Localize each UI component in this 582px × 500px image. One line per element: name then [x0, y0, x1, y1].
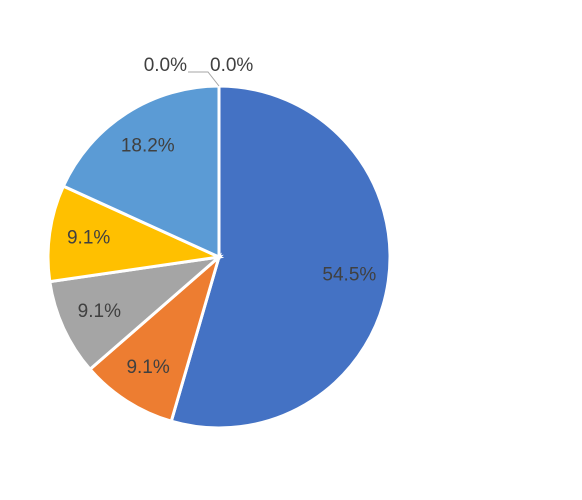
pie-slice: [169, 84, 392, 430]
pie-slice: [48, 254, 224, 372]
pie-slice: [61, 84, 221, 260]
pie-data-label: 18.2%: [121, 135, 175, 156]
pie-data-label: 54.5%: [322, 265, 376, 286]
pie-slice: [87, 252, 222, 424]
pie-data-label: 9.1%: [67, 227, 110, 248]
pie-leader-line: [188, 71, 220, 87]
pie-data-label: 0.0%: [144, 55, 187, 76]
pie-data-label: 9.1%: [78, 301, 121, 322]
pie-data-label: 0.0%: [210, 55, 253, 76]
pie-slice: [46, 184, 225, 284]
pie-data-label: 9.1%: [126, 357, 169, 378]
